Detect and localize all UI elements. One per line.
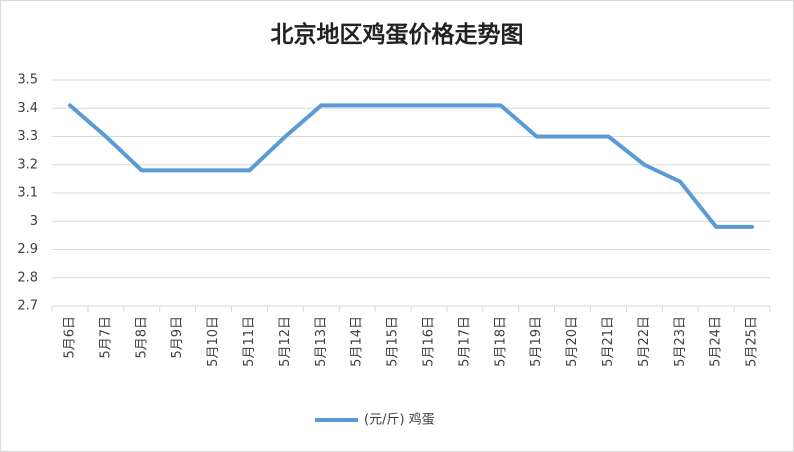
x-tick-label: 5月20日 — [565, 316, 580, 367]
y-tick-label: 3 — [30, 214, 38, 229]
x-tick-label: 5月17日 — [457, 316, 472, 367]
legend-label: (元/斤) 鸡蛋 — [364, 412, 435, 428]
y-tick-label: 2.9 — [17, 242, 38, 257]
y-tick-label: 3.2 — [17, 157, 38, 172]
x-tick-label: 5月16日 — [421, 316, 436, 367]
x-tick-label: 5月12日 — [278, 316, 293, 367]
x-tick-label: 5月7日 — [98, 316, 113, 359]
x-tick-label: 5月25日 — [745, 316, 760, 367]
x-tick-label: 5月18日 — [493, 316, 508, 367]
x-tick-label: 5月6日 — [62, 316, 77, 359]
x-tick-label: 5月24日 — [709, 316, 724, 367]
y-tick-label: 3.4 — [17, 101, 38, 116]
x-tick-label: 5月10日 — [206, 316, 221, 367]
y-tick-label: 3.5 — [17, 73, 38, 88]
x-tick-label: 5月11日 — [242, 316, 257, 367]
y-tick-label: 2.8 — [17, 270, 38, 285]
x-tick-label: 5月22日 — [637, 316, 652, 367]
x-tick-label: 5月14日 — [350, 316, 365, 367]
x-tick-label: 5月19日 — [529, 316, 544, 367]
line-series — [67, 103, 755, 229]
x-tick-label: 5月23日 — [673, 316, 688, 367]
y-tick-label: 2.7 — [17, 299, 38, 314]
x-tick-label: 5月8日 — [134, 316, 149, 359]
x-tick-label: 5月21日 — [601, 316, 616, 367]
x-tick-label: 5月15日 — [386, 316, 401, 367]
chart-title: 北京地区鸡蛋价格走势图 — [271, 21, 524, 48]
y-tick-label: 3.1 — [17, 186, 38, 201]
y-tick-label: 3.3 — [17, 129, 38, 144]
x-tick-label: 5月9日 — [170, 316, 185, 359]
x-tick-label: 5月13日 — [314, 316, 329, 367]
